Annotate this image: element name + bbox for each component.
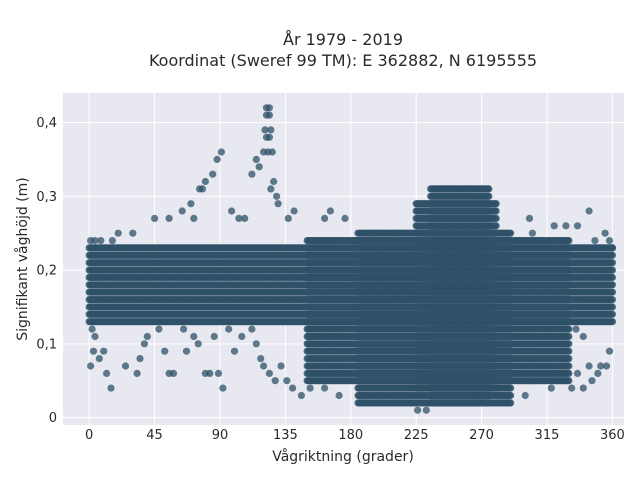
data-point (608, 281, 617, 289)
data-point (608, 310, 617, 318)
data-point (608, 259, 617, 267)
chart-title-line-1: År 1979 - 2019 (283, 30, 403, 49)
chart-title-line-2: Koordinat (Sweref 99 TM): E 362882, N 61… (149, 51, 537, 70)
plot-area (63, 93, 624, 425)
data-point (608, 266, 617, 274)
data-point (608, 318, 617, 326)
data-point (608, 273, 617, 281)
data-points (85, 104, 617, 414)
data-point (608, 296, 617, 304)
data-point (608, 288, 617, 296)
data-point (608, 251, 617, 259)
data-point (608, 303, 617, 311)
